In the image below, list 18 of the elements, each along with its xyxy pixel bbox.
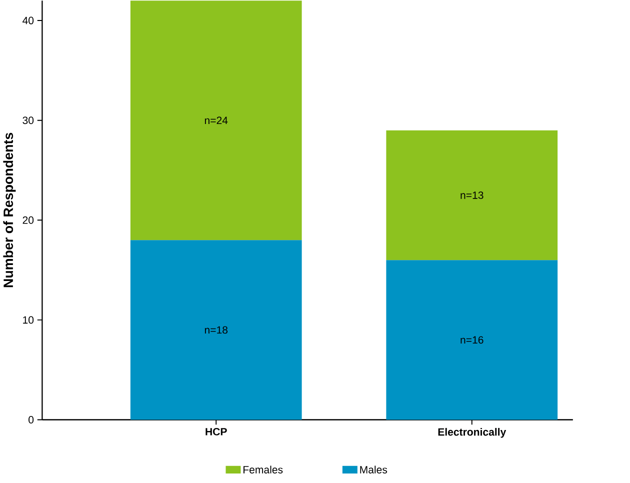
x-tick-label: HCP bbox=[206, 428, 227, 436]
y-axis-title: Number of Respondents bbox=[3, 133, 16, 288]
data-label: n=24 bbox=[204, 116, 228, 124]
y-tick-label: 10 bbox=[23, 316, 34, 324]
legend-label: Females bbox=[244, 466, 283, 474]
y-tick-label: 40 bbox=[22, 16, 34, 24]
bar bbox=[130, 0, 302, 240]
bar bbox=[386, 260, 558, 420]
legend-label: Males bbox=[360, 466, 388, 474]
data-label: n=16 bbox=[460, 336, 484, 344]
x-tick-label: Electronically bbox=[438, 428, 506, 438]
y-tick-label: 20 bbox=[22, 216, 34, 224]
data-label: n=18 bbox=[204, 326, 228, 334]
y-tick-label: 30 bbox=[22, 116, 34, 124]
y-tick-label: 0 bbox=[28, 416, 34, 424]
data-label: n=13 bbox=[460, 192, 484, 200]
bar bbox=[386, 130, 558, 260]
bar bbox=[130, 240, 302, 420]
